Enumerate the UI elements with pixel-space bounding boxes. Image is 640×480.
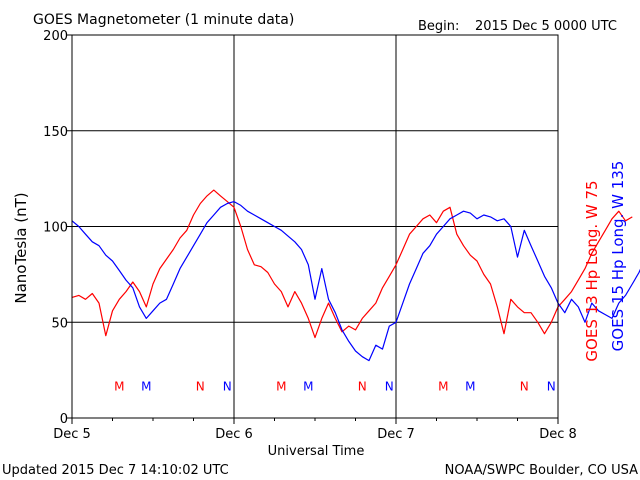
x-axis-label: Universal Time [268, 444, 365, 459]
legend-goes15: GOES 15 Hp Long. W 135 [609, 161, 627, 352]
chart-title: GOES Magnetometer (1 minute data) [33, 12, 294, 28]
noon-marker: N [358, 379, 367, 393]
midnight-marker: M [114, 379, 124, 393]
begin-label: Begin: [418, 19, 459, 34]
x-tick-labels: Dec 5 Dec 6 Dec 7 Dec 8 [53, 418, 577, 442]
x-tick-label: Dec 8 [539, 427, 577, 442]
legend-goes13: GOES 13 Hp Long. W 75 [583, 180, 601, 361]
grid-lines [72, 35, 558, 418]
credit-text: NOAA/SWPC Boulder, CO USA [445, 463, 638, 478]
noon-marker: N [196, 379, 205, 393]
begin-value: 2015 Dec 5 0000 UTC [475, 19, 617, 34]
midnight-marker: M [276, 379, 286, 393]
y-tick-label: 200 [43, 29, 68, 44]
midnight-marker: M [438, 379, 448, 393]
y-tick-label: 0 [60, 412, 68, 427]
noon-marker: N [385, 379, 394, 393]
midnight-marker: M [141, 379, 151, 393]
noon-marker: N [223, 379, 232, 393]
goes13-series-line [71, 189, 633, 339]
midnight-marker: M [465, 379, 475, 393]
x-tick-label: Dec 5 [53, 427, 91, 442]
noon-marker: N [547, 379, 556, 393]
y-tick-label: 50 [51, 316, 68, 331]
x-tick-label: Dec 7 [377, 427, 415, 442]
y-tick-label: 150 [43, 125, 68, 140]
y-tick-labels: 0 50 100 150 200 [43, 29, 72, 427]
y-axis-label: NanoTesla (nT) [12, 192, 30, 303]
x-tick-label: Dec 6 [215, 427, 253, 442]
y-tick-label: 100 [43, 221, 68, 236]
noon-marker: N [520, 379, 529, 393]
midnight-marker: M [303, 379, 313, 393]
series-layer [71, 189, 640, 362]
goes15-series-line [71, 201, 640, 362]
updated-timestamp: Updated 2015 Dec 7 14:10:02 UTC [2, 463, 229, 478]
